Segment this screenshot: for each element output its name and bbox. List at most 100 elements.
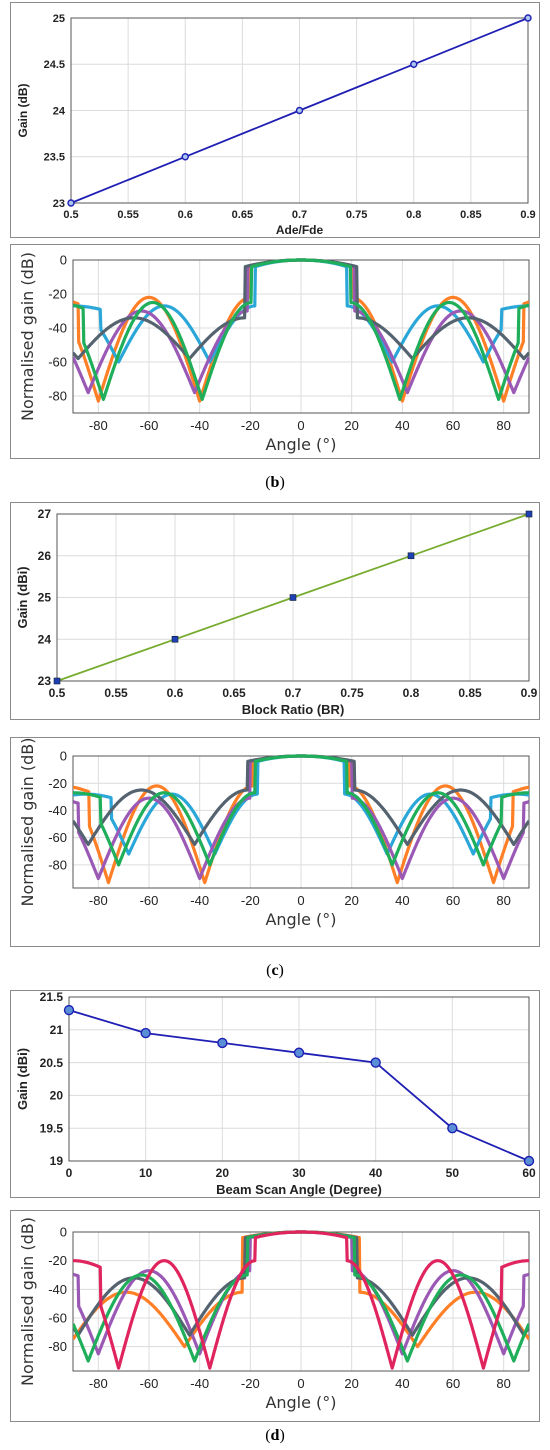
- y-tick-label: -80: [48, 857, 67, 872]
- x-tick-label: -40: [190, 893, 209, 908]
- y-tick-label: 27: [38, 507, 52, 521]
- chart-gain-beam-scan-svg: 0 10 20 30 40 50 60 19 19.5 20 20.5 21 21.5 Beam Scan…: [15, 991, 536, 1197]
- x-tick-label: 40: [395, 1376, 409, 1391]
- x-tick-label: 40: [395, 418, 409, 433]
- chart-pattern-c-svg: -80 -60 -40 -20 0 20 40 60 80 0 -20 -40 -60 -80 Angle …: [18, 738, 530, 929]
- x-tick-label: 0.55: [117, 209, 138, 221]
- series-line: [73, 258, 529, 401]
- y-axis-label: Normalised gain (dB): [18, 1217, 37, 1386]
- y-tick-label: -80: [48, 1339, 67, 1354]
- data-point: [447, 1122, 458, 1134]
- pattern-series: [73, 258, 529, 403]
- x-tick-label: 60: [446, 1376, 460, 1391]
- x-tick-label: -60: [140, 1376, 159, 1391]
- x-tick-label: 30: [292, 1166, 306, 1180]
- data-point: [524, 14, 532, 22]
- x-tick-label: 80: [496, 418, 510, 433]
- x-tick-label: 0.65: [222, 686, 246, 700]
- y-axis-label: Normalised gain (dB): [18, 738, 37, 907]
- y-tick-label: 25: [38, 591, 52, 605]
- x-tick-label: 0.85: [458, 686, 482, 700]
- y-tick-label: 23: [38, 674, 52, 688]
- x-tick-label: 60: [446, 418, 460, 433]
- x-tick-label: -40: [190, 418, 209, 433]
- x-tick-label: 0.8: [403, 686, 420, 700]
- x-axis-label: Angle (°): [265, 1393, 336, 1412]
- chart-pattern-d: -80 -60 -40 -20 0 20 40 60 80 0 -20 -40 -60 -80 Angle …: [10, 1210, 540, 1422]
- data-point: [407, 552, 415, 560]
- y-tick-label: 21: [50, 1023, 64, 1037]
- series-line: [73, 754, 529, 867]
- x-tick-label: 50: [446, 1166, 460, 1180]
- caption-c: (c): [266, 962, 284, 979]
- pattern-series: [73, 1230, 529, 1370]
- y-tick-label: 25: [53, 13, 65, 25]
- y-tick-label: -60: [48, 355, 67, 370]
- x-tick-label: 80: [496, 1376, 510, 1391]
- x-tick-label: -80: [89, 418, 108, 433]
- x-tick-label: 40: [395, 893, 409, 908]
- x-axis-label: Beam Scan Angle (Degree): [216, 1182, 382, 1197]
- plot-area: [56, 513, 530, 682]
- data-point: [171, 635, 179, 643]
- x-tick-label: -20: [241, 1376, 260, 1391]
- data-point: [67, 199, 75, 207]
- x-tick-label: 0.7: [292, 209, 307, 221]
- y-tick-label: 24: [38, 632, 52, 646]
- x-tick-label: 0: [297, 418, 304, 433]
- chart-pattern-d-svg: -80 -60 -40 -20 0 20 40 60 80 0 -20 -40 -60 -80 Angle …: [18, 1217, 530, 1412]
- x-tick-label: 0.7: [285, 686, 302, 700]
- x-tick-label: -80: [89, 1376, 108, 1391]
- data-point: [370, 1057, 381, 1068]
- data-point: [295, 106, 304, 115]
- x-tick-label: 60: [522, 1166, 536, 1180]
- y-tick-label: 26: [38, 549, 52, 563]
- x-axis-label: Angle (°): [265, 435, 336, 454]
- x-tick-label: 0: [297, 893, 304, 908]
- y-tick-label: 20.5: [40, 1056, 64, 1070]
- x-tick-label: 0.55: [104, 686, 128, 700]
- x-tick-label: -60: [140, 893, 159, 908]
- series-line: [73, 1230, 529, 1370]
- x-tick-label: 0.75: [346, 209, 367, 221]
- y-tick-label: -20: [48, 287, 67, 302]
- y-tick-label: 24: [53, 105, 66, 117]
- plot-area: [70, 17, 529, 204]
- x-tick-label: -60: [140, 418, 159, 433]
- data-point: [410, 60, 418, 68]
- x-tick-label: 0.85: [460, 209, 481, 221]
- x-tick-label: 10: [139, 1166, 153, 1180]
- x-tick-label: 0.9: [520, 209, 535, 221]
- x-axis-label: Angle (°): [265, 910, 336, 929]
- y-tick-label: -40: [48, 803, 67, 818]
- caption-d: (d): [265, 1427, 285, 1444]
- y-tick-label: -60: [48, 1311, 67, 1326]
- chart-gain-ade-fde-svg: 0.5 0.55 0.6 0.65 0.7 0.75 0.8 0.85 0.9 23 23.5 24 2…: [16, 13, 536, 237]
- data-point: [53, 677, 61, 685]
- y-tick-label: -40: [48, 321, 67, 336]
- y-tick-label: 0: [60, 749, 67, 764]
- y-tick-label: 23: [53, 198, 65, 210]
- y-tick-label: -60: [48, 830, 67, 845]
- x-tick-label: 0.9: [521, 686, 538, 700]
- y-tick-label: -80: [48, 389, 67, 404]
- data-point: [217, 1037, 228, 1049]
- y-axis-label: Gain (dBi): [15, 566, 30, 628]
- x-tick-label: 60: [446, 893, 460, 908]
- y-tick-label: 20: [50, 1089, 64, 1103]
- x-tick-label: 80: [496, 893, 510, 908]
- y-axis-label: Gain (dB): [16, 84, 30, 138]
- x-tick-label: 0.6: [178, 209, 193, 221]
- y-tick-label: 21.5: [40, 991, 64, 1004]
- x-tick-label: 0.8: [406, 209, 421, 221]
- x-tick-label: 20: [344, 418, 358, 433]
- x-axis-label: Block Ratio (BR): [242, 702, 345, 717]
- x-tick-label: 0.6: [167, 686, 184, 700]
- x-tick-label: 20: [344, 1376, 358, 1391]
- chart-pattern-b-svg: -80 -60 -40 -20 0 20 40 60 80 0 -20 -40 -60 -80 Angle …: [18, 252, 530, 454]
- y-tick-label: 19.5: [40, 1121, 64, 1135]
- chart-gain-ade-fde: 0.5 0.55 0.6 0.65 0.7 0.75 0.8 0.85 0.9 23 23.5 24 2…: [10, 2, 540, 238]
- data-point: [525, 510, 533, 518]
- grid: [73, 1231, 529, 1371]
- data-point: [289, 594, 297, 601]
